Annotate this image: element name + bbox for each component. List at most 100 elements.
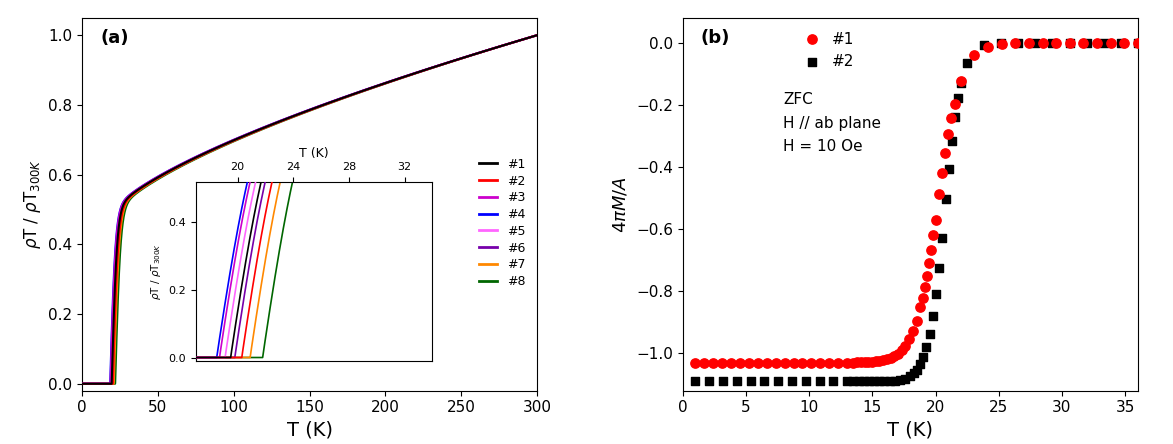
#2 [875, 377, 894, 385]
#1 [870, 357, 889, 365]
#2 [927, 291, 945, 298]
#1 [802, 359, 821, 366]
#2 [923, 313, 942, 320]
#1 [917, 272, 936, 279]
#2 [933, 234, 951, 242]
#1 [820, 359, 839, 366]
#1 [893, 347, 911, 354]
Text: (b): (b) [701, 29, 731, 47]
#1 [936, 149, 955, 156]
#1 [731, 359, 750, 366]
#1 [884, 353, 903, 360]
#1 [881, 354, 900, 361]
#1 [911, 303, 930, 310]
#2 [880, 377, 899, 385]
#1 [933, 169, 951, 176]
#1 [852, 359, 870, 366]
#1 [694, 359, 713, 366]
#2 [975, 42, 994, 49]
Text: ZFC
H // ab plane
H = 10 Oe: ZFC H // ab plane H = 10 Oe [782, 92, 881, 154]
#1 [965, 52, 984, 59]
#2 [945, 114, 964, 121]
#2 [958, 59, 977, 66]
#1 [922, 246, 941, 253]
#1 [1006, 40, 1025, 47]
#1 [978, 43, 997, 50]
#2 [1009, 39, 1028, 46]
#1 [838, 359, 856, 366]
#2 [838, 378, 856, 385]
#2 [1026, 39, 1045, 46]
#2 [951, 79, 970, 87]
#1 [914, 294, 933, 301]
Text: (a): (a) [101, 29, 129, 47]
#1 [1087, 39, 1106, 46]
#1 [793, 359, 812, 366]
#1 [992, 40, 1011, 48]
#1 [1114, 39, 1133, 46]
#1 [721, 359, 740, 366]
#2 [992, 40, 1011, 47]
#2 [811, 378, 829, 385]
Y-axis label: $\rho$T / $\rho$T$_{300K}$: $\rho$T / $\rho$T$_{300K}$ [21, 159, 42, 250]
#1 [915, 284, 934, 291]
Legend: #1, #2: #1, #2 [791, 25, 860, 75]
#2 [901, 373, 920, 380]
#2 [917, 344, 936, 351]
#1 [889, 350, 908, 357]
#2 [920, 330, 938, 337]
#2 [1077, 39, 1096, 46]
#2 [860, 378, 879, 385]
#1 [855, 359, 874, 366]
#2 [782, 378, 801, 385]
Y-axis label: $4\pi M/A$: $4\pi M/A$ [611, 176, 629, 233]
#2 [686, 378, 705, 385]
#2 [914, 353, 933, 361]
#2 [1111, 39, 1130, 46]
#1 [927, 217, 945, 224]
#2 [854, 378, 873, 385]
#1 [766, 359, 785, 366]
#2 [700, 378, 719, 385]
#1 [903, 328, 922, 335]
#2 [896, 375, 915, 382]
#2 [908, 366, 927, 373]
#2 [911, 361, 930, 368]
#2 [870, 378, 889, 385]
#2 [865, 378, 883, 385]
#2 [904, 369, 923, 377]
#1 [900, 336, 918, 343]
#2 [849, 378, 868, 385]
#2 [949, 95, 968, 102]
#2 [886, 377, 904, 384]
#2 [1060, 39, 1079, 46]
#2 [823, 378, 842, 385]
#2 [1128, 39, 1147, 46]
#2 [796, 378, 815, 385]
#2 [741, 378, 760, 385]
#1 [877, 356, 896, 363]
#1 [775, 359, 794, 366]
#1 [1019, 39, 1038, 46]
#1 [1074, 39, 1093, 46]
#1 [845, 359, 863, 366]
#1 [907, 317, 925, 324]
#2 [936, 195, 955, 202]
#1 [1128, 39, 1147, 46]
X-axis label: T (K): T (K) [286, 421, 333, 440]
#1 [748, 359, 767, 366]
#1 [686, 359, 705, 366]
#2 [940, 165, 958, 172]
#1 [940, 131, 958, 138]
#1 [811, 359, 829, 366]
#2 [929, 264, 948, 271]
#1 [924, 232, 943, 239]
#1 [945, 100, 964, 107]
#1 [713, 359, 732, 366]
Legend: #1, #2, #3, #4, #5, #6, #7, #8: #1, #2, #3, #4, #5, #6, #7, #8 [474, 153, 531, 293]
#2 [845, 378, 863, 385]
#1 [896, 342, 915, 349]
#1 [942, 115, 961, 122]
#2 [1094, 39, 1113, 46]
#1 [848, 359, 867, 366]
